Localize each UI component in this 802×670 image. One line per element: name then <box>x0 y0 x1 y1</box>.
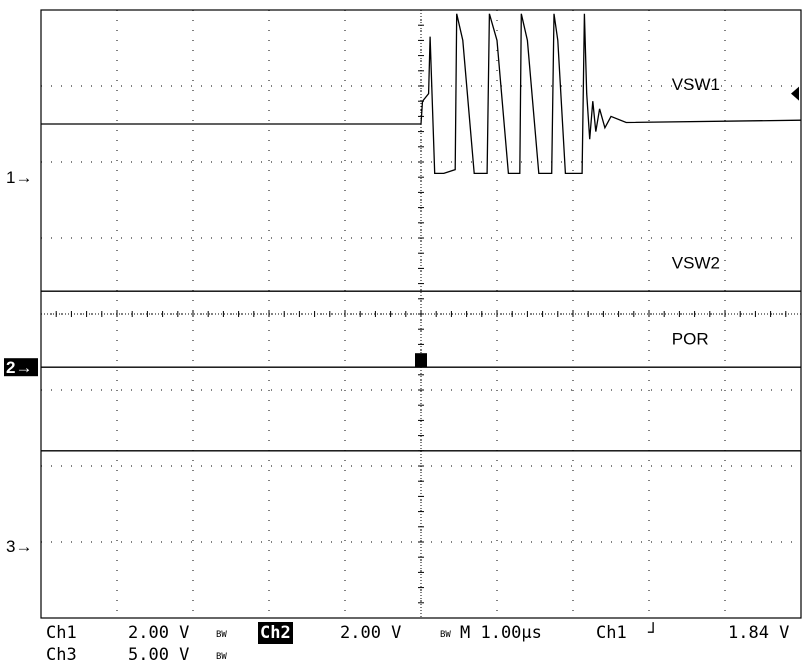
channel-marker-bg <box>4 358 38 377</box>
trace-vsw1 <box>41 13 802 175</box>
ch3-bw-limit: BW <box>216 652 227 662</box>
trigger-level: 1.84 V <box>728 623 790 643</box>
channel-markers: 1→ 2→ 3→ <box>4 168 38 556</box>
channel-marker-label: 2→ <box>6 358 32 377</box>
ch1-bw-limit: BW <box>216 630 227 640</box>
timebase: M 1.00µs <box>460 623 542 643</box>
ch3-label: Ch3 <box>46 645 77 665</box>
channel-marker-1: 1→ <box>6 168 32 187</box>
channel-marker-label: 1→ <box>6 168 32 187</box>
channel-marker-3: 3→ <box>6 537 32 556</box>
ch3-scale: 5.00 V <box>128 645 190 665</box>
graticule <box>40 9 802 619</box>
trigger-edge-icon: ┘ <box>648 623 659 643</box>
ch2-bw-limit: BW <box>440 630 451 640</box>
trace-label-vsw2: VSW2 <box>672 253 720 272</box>
trace-labels: VSW1 VSW2 POR <box>415 75 799 368</box>
trace-label-por: POR <box>672 329 709 348</box>
ch2-scale: 2.00 V <box>340 623 402 643</box>
status-bar: Ch1 2.00 V BW Ch2 2.00 V BW M 1.00µs Ch1… <box>0 622 802 670</box>
trigger-position-icon <box>415 353 427 368</box>
trigger-level-arrow-icon <box>791 86 799 101</box>
channel-marker-2: 2→ <box>4 358 38 377</box>
ch1-scale: 2.00 V <box>128 623 190 643</box>
channel-marker-label: 3→ <box>6 537 32 556</box>
oscilloscope-plot: VSW1 VSW2 POR 1→ 2→ 3→ <box>4 9 802 619</box>
trigger-source: Ch1 <box>596 623 627 643</box>
ch1-label: Ch1 <box>46 623 77 643</box>
ch2-label: Ch2 <box>258 622 293 644</box>
trace-label-vsw1: VSW1 <box>672 75 720 94</box>
